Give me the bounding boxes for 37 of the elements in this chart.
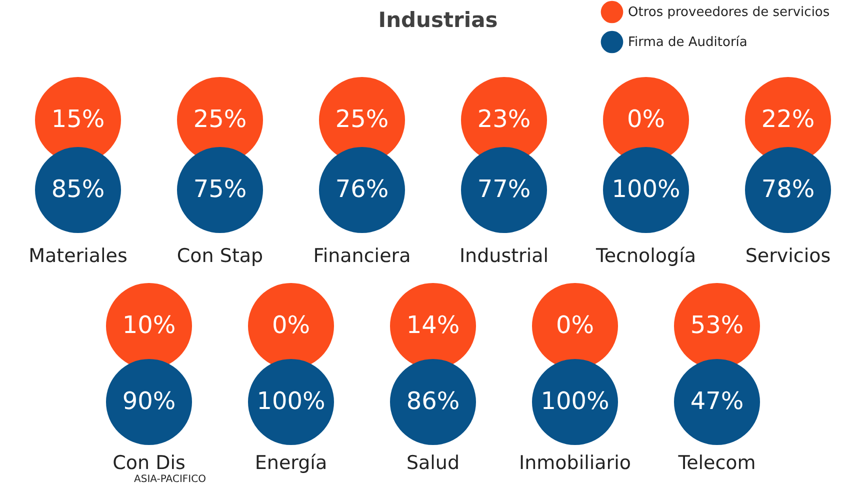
- data-label: 0%: [626, 105, 666, 133]
- text: Industrias: [378, 8, 498, 32]
- data-label: 0%: [272, 311, 310, 339]
- category-label: Energía: [254, 452, 328, 474]
- data-label: 47%: [690, 387, 744, 415]
- data-label: 100%: [256, 387, 326, 415]
- data-label: 25%: [335, 105, 389, 133]
- category-label: Con Dis: [112, 452, 186, 474]
- category-label: Financiera: [313, 245, 411, 267]
- data-label: 100%: [612, 175, 680, 203]
- category-label: Materiales: [28, 245, 128, 267]
- data-label: 25%: [193, 105, 247, 133]
- legend-label: Otros proveedores de servicios: [628, 5, 830, 20]
- data-label: 14%: [406, 311, 460, 339]
- data-label: 90%: [122, 387, 176, 415]
- data-label: 85%: [51, 175, 105, 203]
- category-label: Telecom: [677, 452, 756, 474]
- category-label: Servicios: [745, 245, 831, 267]
- data-label: 53%: [690, 311, 744, 339]
- legend-label: Firma de Auditoría: [628, 35, 748, 50]
- category-label: Inmobiliario: [518, 452, 632, 474]
- data-label: 0%: [556, 311, 594, 339]
- data-label: 23%: [477, 105, 531, 133]
- category-label: Tecnología: [594, 245, 696, 267]
- data-label: 78%: [761, 175, 815, 203]
- text: ASIA-PACIFICO: [134, 474, 206, 485]
- data-label: 86%: [406, 387, 460, 415]
- data-label: 75%: [193, 175, 247, 203]
- data-label: 22%: [761, 105, 815, 133]
- data-label: 77%: [477, 175, 531, 203]
- category-label: Con Stap: [176, 245, 264, 267]
- category-label: Salud: [406, 452, 460, 474]
- data-label: 10%: [122, 311, 176, 339]
- data-label: 100%: [540, 387, 610, 415]
- data-label: 76%: [335, 175, 389, 203]
- data-label: 15%: [51, 105, 105, 133]
- category-label: Industrial: [459, 245, 549, 267]
